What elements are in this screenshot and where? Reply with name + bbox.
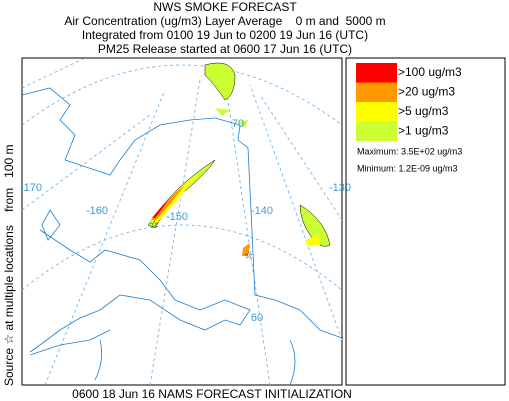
legend-label: >5 ug/m3 xyxy=(398,104,449,118)
legend: >100 ug/m3 >20 ug/m3 >5 ug/m3 >1 ug/m3 xyxy=(356,63,462,141)
lon-label: -140 xyxy=(251,205,273,217)
lon-label: -130 xyxy=(329,182,351,194)
subtitle: PM25 Release started at 0600 17 Jun 16 (… xyxy=(98,42,352,56)
legend-label: >100 ug/m3 xyxy=(398,65,462,79)
title: NWS SMOKE FORECAST xyxy=(153,0,297,14)
stat: Maximum: 3.5E+02 ug/m3 xyxy=(357,146,462,156)
legend-label: >20 ug/m3 xyxy=(398,85,455,99)
source-star: ☆ xyxy=(150,220,159,231)
lon-label: -160 xyxy=(86,205,108,217)
stat: Minimum: 1.2E-09 ug/m3 xyxy=(357,163,458,173)
lat-label: 60 xyxy=(251,312,263,324)
subtitle: Air Concentration (ug/m3) Layer Average … xyxy=(64,14,385,28)
subtitle: Integrated from 0100 19 Jun to 0200 19 J… xyxy=(82,28,368,42)
legend-swatch xyxy=(356,82,397,102)
legend-swatch xyxy=(356,121,397,141)
side-label: Source ☆ at multiple locations from 100 … xyxy=(2,144,16,386)
legend-swatch xyxy=(356,63,397,83)
legend-swatch xyxy=(356,102,397,122)
legend-frame xyxy=(345,57,506,386)
map-frame xyxy=(21,57,343,386)
footer: 0600 18 Jun 16 NAMS FORECAST INITIALIZAT… xyxy=(72,387,352,401)
source-star: ☆ xyxy=(244,251,253,262)
lat-label: 70 xyxy=(232,118,244,130)
lon-label: -150 xyxy=(166,211,188,223)
map: ☆ ☆ xyxy=(21,57,343,386)
lon-label: -170 xyxy=(20,182,42,194)
legend-label: >1 ug/m3 xyxy=(398,124,449,138)
